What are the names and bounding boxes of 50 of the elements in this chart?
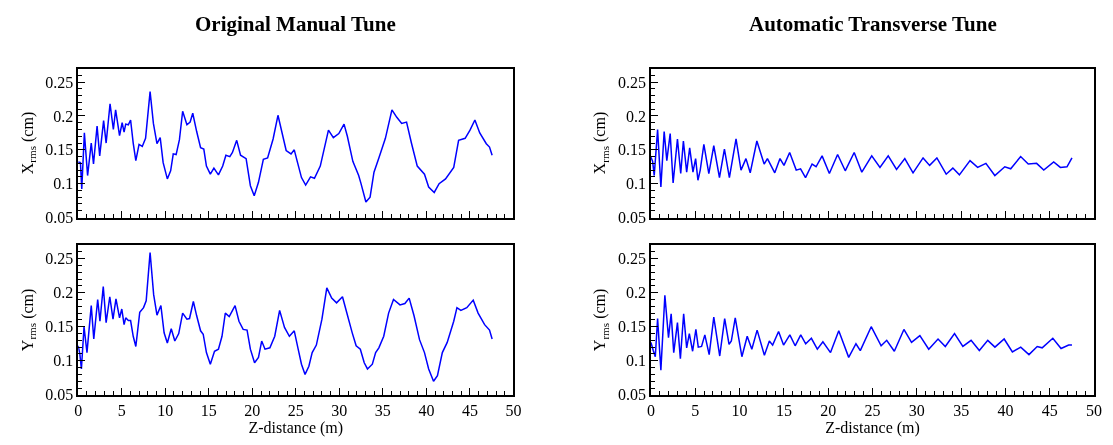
chart-title: Original Manual Tune <box>195 12 396 36</box>
x-tick-label: 20 <box>820 401 837 419</box>
y-tick-label: 0.2 <box>626 284 646 302</box>
y-tick-label: 0.05 <box>45 209 74 227</box>
x-tick-label: 10 <box>157 401 174 419</box>
y-tick-label: 0.25 <box>618 73 646 91</box>
y-tick-label: 0.2 <box>53 284 74 302</box>
y-tick-label: 0.05 <box>618 209 646 227</box>
y-tick-label: 0.15 <box>618 141 646 159</box>
y-tick-label: 0.2 <box>53 107 74 125</box>
x-tick-label: 20 <box>244 401 261 419</box>
y-tick-label: 0.15 <box>618 318 646 336</box>
x-tick-label: 0 <box>646 401 655 419</box>
y-tick-label: 0.05 <box>618 386 646 404</box>
x-tick-label: 15 <box>775 401 792 419</box>
x-tick-label: 40 <box>418 401 435 419</box>
x-tick-label: 15 <box>200 401 217 419</box>
y-tick-label: 0.25 <box>618 250 646 268</box>
line-series <box>78 90 493 203</box>
x-tick-label: 25 <box>287 401 304 419</box>
x-tick-label: 5 <box>117 401 126 419</box>
y-tick-label: 0.1 <box>53 352 74 370</box>
x-tick-label: 50 <box>1086 401 1103 419</box>
line-series <box>650 128 1073 188</box>
y-tick-label: 0.15 <box>45 141 74 159</box>
x-tick-label: 0 <box>74 401 83 419</box>
x-tick-label: 50 <box>505 401 522 419</box>
y-tick-label: 0.25 <box>45 250 74 268</box>
x-tick-label: 40 <box>997 401 1014 419</box>
x-tick-label: 5 <box>691 401 700 419</box>
y-tick-label: 0.2 <box>626 107 646 125</box>
x-tick-label: 10 <box>731 401 748 419</box>
chart-title: Automatic Transverse Tune <box>749 12 997 36</box>
x-tick-label: 35 <box>953 401 970 419</box>
y-tick-label: 0.25 <box>45 73 74 91</box>
x-axis-title: Z-distance (m) <box>248 418 344 437</box>
y-tick-label: 0.1 <box>626 175 646 193</box>
x-tick-label: 25 <box>864 401 881 419</box>
line-series <box>650 294 1073 372</box>
x-tick-label: 30 <box>908 401 925 419</box>
y-tick-label: 0.05 <box>45 386 74 404</box>
x-axis-title: Z-distance (m) <box>825 418 920 437</box>
line-series <box>78 251 493 382</box>
x-tick-label: 35 <box>374 401 391 419</box>
x-tick-label: 45 <box>1041 401 1058 419</box>
x-tick-label: 30 <box>331 401 348 419</box>
y-tick-label: 0.1 <box>626 352 646 370</box>
x-tick-label: 45 <box>461 401 478 419</box>
y-tick-label: 0.15 <box>45 318 74 336</box>
y-tick-label: 0.1 <box>53 175 74 193</box>
